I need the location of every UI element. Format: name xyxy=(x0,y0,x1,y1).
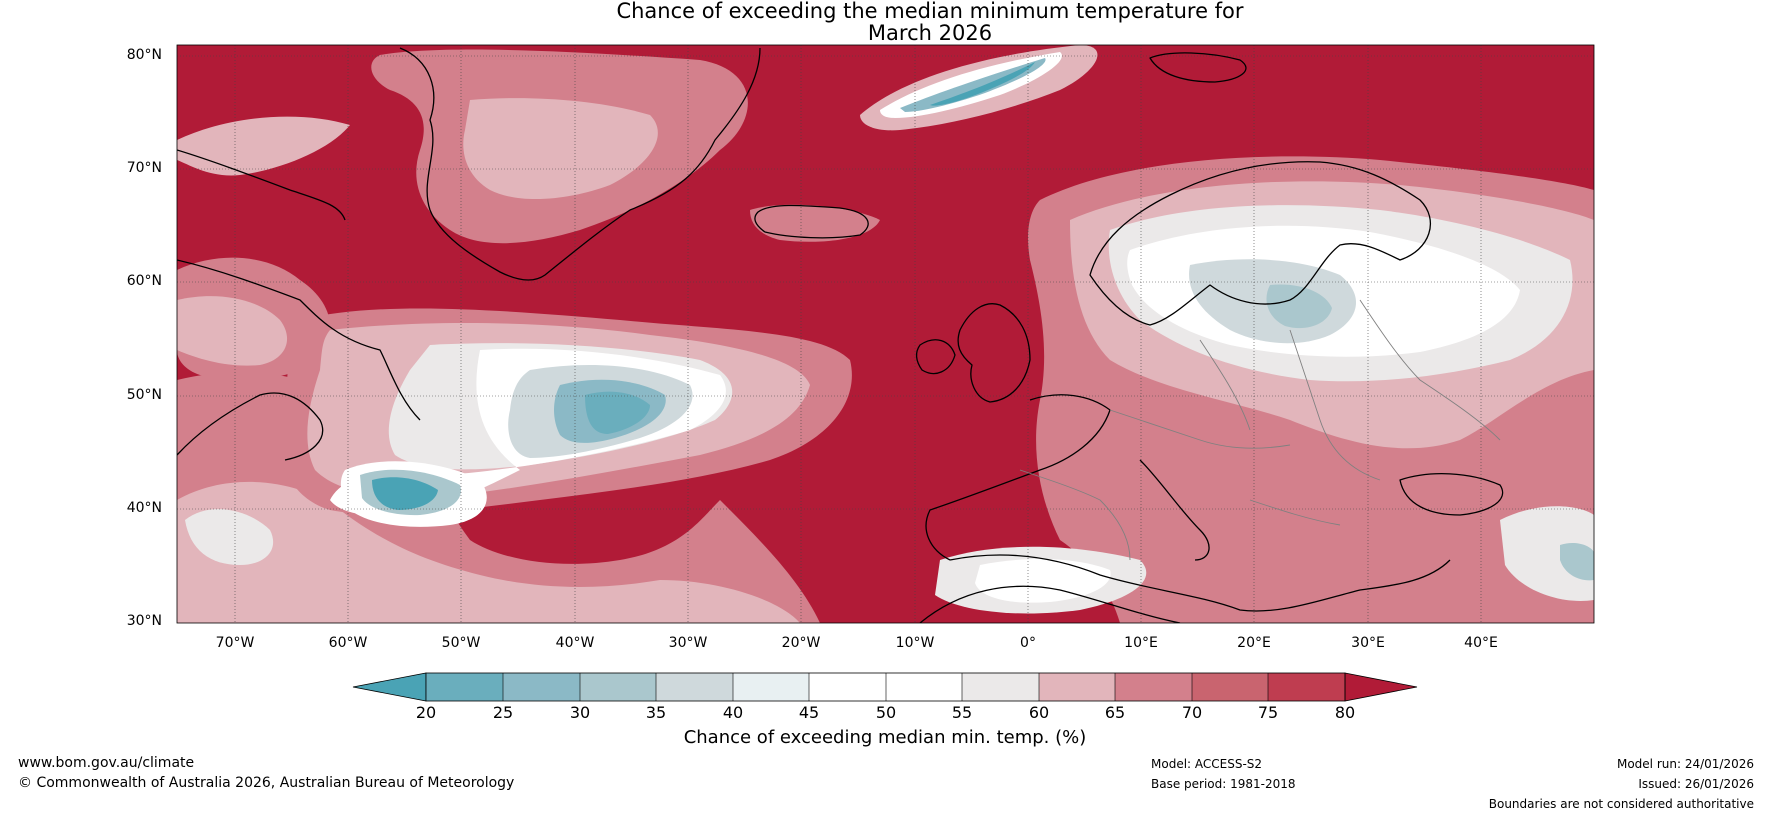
coast-baffin xyxy=(177,149,346,221)
colorbar-bin-70-75 xyxy=(1192,673,1268,701)
zone-25-mid-atlantic xyxy=(585,391,650,434)
coast-greenland xyxy=(399,47,761,281)
graticule xyxy=(177,45,1594,623)
colorbar-tick-40: 40 xyxy=(722,703,744,722)
colorbar-bin-35-40 xyxy=(656,673,733,701)
map-frame xyxy=(176,44,1595,624)
lat-label-60n: 60°N xyxy=(126,273,162,289)
coast-scandinavia xyxy=(1089,161,1431,326)
coastlines xyxy=(177,47,1504,623)
colorbar-label: Chance of exceeding median min. temp. (%… xyxy=(683,727,1087,748)
lon-label-50w: 50°W xyxy=(441,635,481,651)
colorbar-bin-20-25 xyxy=(426,673,503,701)
coast-black-sea xyxy=(1399,473,1504,516)
lon-label-40e: 40°E xyxy=(1464,635,1498,651)
zone-60-se-corner xyxy=(1500,506,1594,601)
colorbar-tick-50: 50 xyxy=(875,703,897,722)
lon-label-10w: 10°W xyxy=(895,635,935,651)
colorbar-tick-20: 20 xyxy=(415,703,437,722)
colorbar-tick-25: 25 xyxy=(492,703,514,722)
zone-35-europe xyxy=(1266,284,1332,329)
probability-field xyxy=(177,45,1594,623)
zone-30-greenland-sea xyxy=(900,58,1046,112)
disclaimer-text: Boundaries are not considered authoritat… xyxy=(1488,797,1754,811)
lon-label-20e: 20°E xyxy=(1237,635,1271,651)
coast-mediterranean xyxy=(949,554,1451,612)
colorbar-tick-30: 30 xyxy=(569,703,591,722)
issued-text: Issued: 26/01/2026 xyxy=(1638,777,1754,791)
lon-label-20w: 20°W xyxy=(781,635,821,651)
map-title-line2: March 2026 xyxy=(867,21,993,45)
coast-iceland xyxy=(754,204,869,239)
colorbar-bin-65-70 xyxy=(1115,673,1192,701)
zone-20-sw-blob xyxy=(372,477,438,510)
colorbar-tick-35: 35 xyxy=(645,703,667,722)
lon-label-10e: 10°E xyxy=(1124,635,1158,651)
zone-35-se-corner xyxy=(1560,542,1594,581)
colorbar-bin-25-30 xyxy=(503,673,580,701)
coast-italy xyxy=(1139,459,1210,561)
lon-label-30e: 30°E xyxy=(1351,635,1385,651)
website-link[interactable]: www.bom.gov.au/climate xyxy=(18,755,195,771)
lat-label-30n: 30°N xyxy=(126,613,162,629)
coast-canada-east xyxy=(177,392,324,461)
colorbar-bin-45-50 xyxy=(809,673,886,701)
colorbar-tick-55: 55 xyxy=(951,703,973,722)
colorbar-over-triangle xyxy=(1344,672,1418,702)
coast-svalbard xyxy=(1149,52,1247,83)
colorbar-under-triangle xyxy=(352,672,427,702)
zone-65-greenland xyxy=(463,98,658,200)
copyright-text: © Commonwealth of Australia 2026, Austra… xyxy=(18,775,515,791)
coast-british-isles xyxy=(957,303,1031,403)
lat-label-50n: 50°N xyxy=(126,387,162,403)
coast-ireland xyxy=(915,339,956,375)
colorbar-tick-60: 60 xyxy=(1028,703,1050,722)
colorbar-tick-45: 45 xyxy=(798,703,820,722)
zone-70-iceland xyxy=(750,204,880,242)
base-period-text: Base period: 1981-2018 xyxy=(1151,777,1296,791)
zone-65-canada-north xyxy=(177,116,350,176)
lon-label-0: 0° xyxy=(1020,635,1036,651)
colorbar-tick-65: 65 xyxy=(1104,703,1126,722)
lat-label-80n: 80°N xyxy=(126,47,162,63)
colorbar-bin-30-35 xyxy=(580,673,656,701)
lon-label-40w: 40°W xyxy=(555,635,595,651)
colorbar-bin-40-45 xyxy=(733,673,809,701)
lon-label-60w: 60°W xyxy=(328,635,368,651)
colorbar-frame xyxy=(425,672,1346,702)
coast-labrador xyxy=(177,259,421,421)
model-text: Model: ACCESS-S2 xyxy=(1151,757,1263,771)
zone-60-nw-atlantic xyxy=(185,509,274,565)
colorbar-tick-80: 80 xyxy=(1334,703,1356,722)
zone-65-nw-atlantic xyxy=(177,481,800,623)
lon-label-30w: 30°W xyxy=(668,635,708,651)
lat-label-70n: 70°N xyxy=(126,160,162,176)
colorbar-bin-50-55 xyxy=(886,673,962,701)
lon-label-70w: 70°W xyxy=(215,635,255,651)
coast-europe-west xyxy=(925,394,1111,561)
lat-label-40n: 40°N xyxy=(126,500,162,516)
colorbar-tick-70: 70 xyxy=(1181,703,1203,722)
colorbar xyxy=(352,672,1418,702)
coast-north-africa xyxy=(919,585,1181,623)
colorbar-tick-75: 75 xyxy=(1257,703,1279,722)
model-run-text: Model run: 24/01/2026 xyxy=(1616,757,1754,771)
colorbar-bin-60-65 xyxy=(1039,673,1115,701)
colorbar-bin-75-80 xyxy=(1268,673,1345,701)
zone-50-n-africa xyxy=(975,558,1111,603)
national-borders xyxy=(1019,299,1501,561)
zone-65-canada xyxy=(177,296,288,366)
colorbar-bin-55-60 xyxy=(962,673,1039,701)
map-title-line1: Chance of exceeding the median minimum t… xyxy=(616,0,1244,23)
